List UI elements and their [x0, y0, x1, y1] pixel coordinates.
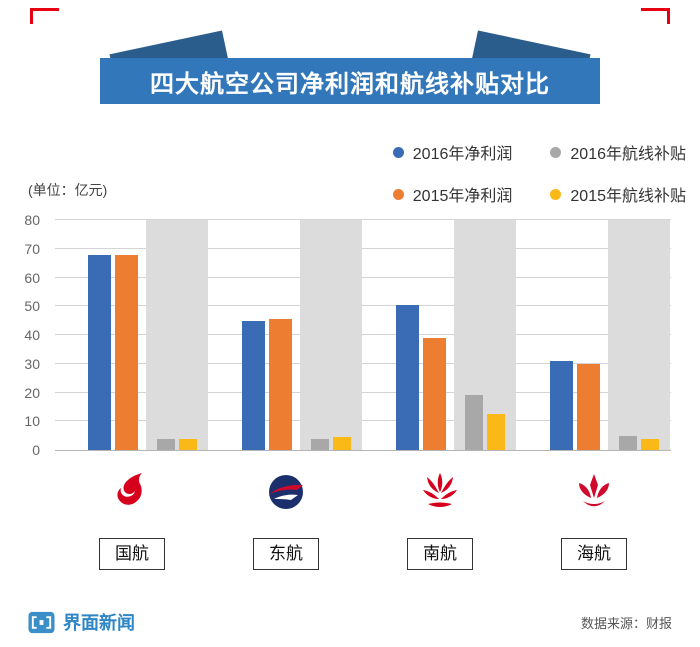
- y-tick-label: 50: [24, 298, 40, 315]
- y-tick-label: 20: [24, 384, 40, 401]
- hainan-logo-icon: [579, 474, 609, 507]
- legend-dot-icon: [550, 146, 562, 158]
- chinasouthern-logo-icon: [423, 473, 457, 507]
- bar-2016年净利润: [396, 304, 419, 450]
- bar-2016年净利润: [550, 360, 573, 450]
- y-axis: 0 10 20 30 40 50 60 70 80: [0, 213, 48, 457]
- y-tick-label: 40: [24, 327, 40, 343]
- bar-2015年航线补贴: [641, 438, 659, 450]
- profit-bars: [88, 220, 138, 450]
- legend-item: 2015年航线补贴: [550, 182, 686, 206]
- y-tick-label: 10: [24, 413, 40, 430]
- bar-group-东航: [209, 220, 363, 450]
- unit-label: (单位：亿元): [28, 182, 108, 198]
- y-tick-label: 80: [24, 212, 40, 228]
- jiemian-logo-icon: [28, 611, 55, 633]
- bar-2016年航线补贴: [311, 438, 329, 450]
- subsidy-band: [608, 220, 670, 450]
- gridline: [55, 334, 671, 335]
- bar-2015年净利润: [269, 319, 292, 450]
- y-tick-label: 70: [24, 240, 40, 257]
- category-airchina: 国航: [55, 468, 209, 571]
- airchina-logo-icon: [117, 473, 142, 505]
- bar-group-国航: [55, 220, 209, 450]
- bar-2015年航线补贴: [487, 414, 505, 450]
- profit-bars: [396, 220, 446, 450]
- gridline: [55, 305, 671, 307]
- page-title: 四大航空公司净利润和航线补贴对比: [100, 58, 600, 104]
- category-chinasouthern: 南航: [363, 468, 517, 571]
- corner-mark-right-icon: [641, 8, 670, 24]
- y-tick-label: 60: [24, 269, 40, 286]
- bar-2016年航线补贴: [465, 395, 483, 450]
- bar-2015年净利润: [577, 363, 600, 450]
- subsidy-band: [300, 220, 362, 450]
- bar-2015年航线补贴: [333, 437, 351, 450]
- legend-dot-icon: [392, 146, 404, 158]
- legend-dot-icon: [392, 188, 404, 200]
- plot-area: [55, 219, 671, 451]
- legend-label: 2016年航线补贴: [570, 146, 686, 163]
- brand-name: 界面新闻: [63, 613, 135, 633]
- legend-label: 2016年净利润: [412, 146, 513, 163]
- legend-dot-icon: [550, 188, 562, 200]
- bar-2016年航线补贴: [619, 435, 637, 450]
- category-label: 国航: [99, 538, 165, 571]
- bar-group-海航: [517, 220, 671, 450]
- gridline: [55, 362, 671, 364]
- legend-label: 2015年净利润: [412, 188, 513, 205]
- data-source: 数据来源：财报: [580, 615, 672, 631]
- y-tick-label: 0: [32, 442, 40, 458]
- subsidy-band: [454, 220, 516, 450]
- bar-2015年航线补贴: [179, 438, 197, 450]
- subsidy-band: [146, 220, 208, 450]
- title-ribbon: 四大航空公司净利润和航线补贴对比: [0, 0, 700, 115]
- gridline: [55, 391, 671, 393]
- bar-2015年净利润: [423, 337, 446, 450]
- bar-2015年净利润: [115, 254, 138, 450]
- bar-group-南航: [363, 220, 517, 450]
- bar-2016年净利润: [242, 320, 265, 450]
- bar-2016年航线补贴: [157, 438, 175, 450]
- category-row: 国航 东航 南航: [55, 468, 671, 571]
- profit-bars: [242, 220, 292, 450]
- category-chinaeastern: 东航: [209, 468, 363, 571]
- bar-2016年净利润: [88, 254, 111, 450]
- profit-bars: [550, 220, 600, 450]
- category-label: 南航: [407, 538, 473, 571]
- legend-label: 2015年航线补贴: [570, 188, 686, 205]
- corner-mark-left-icon: [30, 8, 59, 24]
- gridline: [55, 276, 671, 278]
- gridline: [55, 420, 671, 422]
- category-label: 海航: [561, 538, 627, 571]
- legend: 2016年净利润 2016年航线补贴 2015年净利润 2015年航线补贴: [392, 140, 686, 206]
- category-hainan: 海航: [517, 468, 671, 571]
- legend-item: 2016年航线补贴: [550, 140, 686, 164]
- legend-item: 2015年净利润: [392, 182, 513, 206]
- y-tick-label: 30: [24, 355, 40, 372]
- brand-logo[interactable]: 界面新闻: [28, 609, 135, 635]
- gridline: [55, 219, 671, 220]
- gridline: [55, 247, 671, 249]
- legend-item: 2016年净利润: [392, 140, 513, 164]
- category-label: 东航: [253, 538, 319, 571]
- chinaeastern-logo-icon: [269, 475, 303, 509]
- footer: 界面新闻 数据来源：财报: [28, 609, 672, 635]
